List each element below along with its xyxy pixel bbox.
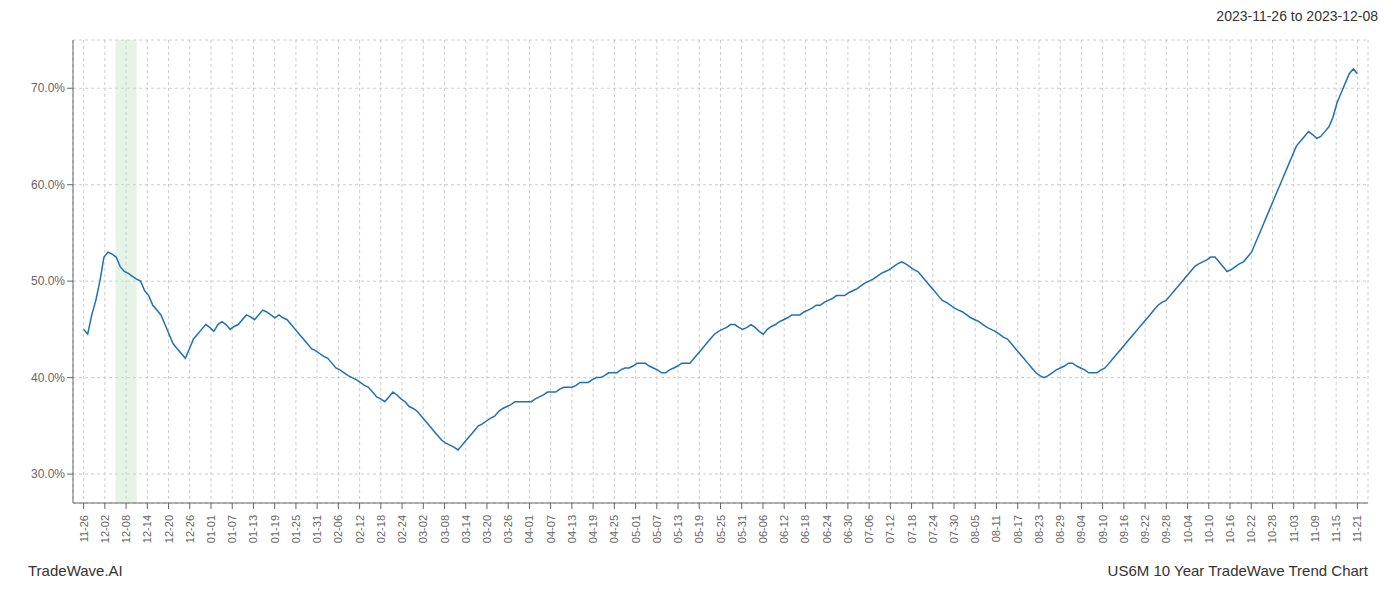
svg-text:05-19: 05-19 [693, 515, 705, 543]
html-text:2023-11-26 to 2023-12-08: 2023-11-26 to 2023-12-08 [1216, 8, 1378, 24]
svg-text:11-15: 11-15 [1330, 515, 1342, 542]
svg-text:04-13: 04-13 [566, 515, 578, 543]
html-text:US6M 10 Year TradeWave Trend C: US6M 10 Year TradeWave Trend Chart [1107, 562, 1368, 579]
svg-text:01-13: 01-13 [247, 515, 259, 543]
svg-text:02-24: 02-24 [396, 515, 408, 543]
svg-text:05-25: 05-25 [715, 515, 727, 543]
svg-text:03-08: 03-08 [439, 515, 451, 543]
svg-text:12-20: 12-20 [163, 515, 175, 543]
svg-text:08-17: 08-17 [1012, 515, 1024, 543]
svg-text:02-18: 02-18 [375, 515, 387, 543]
svg-text:06-12: 06-12 [778, 515, 790, 543]
svg-text:08-23: 08-23 [1033, 515, 1045, 543]
svg-text:03-20: 03-20 [481, 515, 493, 543]
svg-text:09-04: 09-04 [1075, 515, 1087, 543]
svg-text:09-28: 09-28 [1160, 515, 1172, 543]
svg-text:12-08: 12-08 [120, 515, 132, 543]
svg-text:70.0%: 70.0% [31, 81, 65, 95]
svg-text:11-21: 11-21 [1351, 515, 1363, 542]
svg-text:03-26: 03-26 [502, 515, 514, 543]
svg-text:11-09: 11-09 [1309, 515, 1321, 542]
svg-text:09-16: 09-16 [1118, 515, 1130, 543]
svg-text:50.0%: 50.0% [31, 274, 65, 288]
svg-text:03-14: 03-14 [460, 515, 472, 543]
svg-text:06-06: 06-06 [757, 515, 769, 543]
svg-text:10-28: 10-28 [1266, 515, 1278, 543]
svg-text:01-01: 01-01 [205, 515, 217, 543]
svg-text:07-24: 07-24 [927, 515, 939, 543]
svg-text:05-31: 05-31 [736, 515, 748, 543]
svg-text:12-26: 12-26 [184, 515, 196, 543]
svg-text:05-01: 05-01 [630, 515, 642, 543]
svg-text:07-06: 07-06 [863, 515, 875, 543]
svg-text:02-06: 02-06 [332, 515, 344, 543]
svg-text:11-26: 11-26 [78, 515, 90, 542]
svg-text:04-07: 04-07 [545, 515, 557, 543]
svg-text:01-19: 01-19 [269, 515, 281, 543]
svg-text:10-22: 10-22 [1245, 515, 1257, 543]
svg-text:08-05: 08-05 [969, 515, 981, 543]
svg-text:09-22: 09-22 [1139, 515, 1151, 543]
svg-text:40.0%: 40.0% [31, 371, 65, 385]
svg-text:06-18: 06-18 [799, 515, 811, 543]
svg-text:05-07: 05-07 [651, 515, 663, 543]
svg-text:10-10: 10-10 [1203, 515, 1215, 543]
svg-text:07-12: 07-12 [884, 515, 896, 543]
svg-text:08-29: 08-29 [1054, 515, 1066, 543]
svg-text:07-30: 07-30 [948, 515, 960, 543]
svg-text:10-04: 10-04 [1182, 515, 1194, 543]
svg-text:01-07: 01-07 [226, 515, 238, 543]
svg-text:03-02: 03-02 [417, 515, 429, 543]
svg-text:12-02: 12-02 [99, 515, 111, 543]
svg-text:11-03: 11-03 [1288, 515, 1300, 542]
svg-text:30.0%: 30.0% [31, 467, 65, 481]
svg-text:04-01: 04-01 [523, 515, 535, 543]
svg-text:09-10: 09-10 [1097, 515, 1109, 543]
svg-text:04-19: 04-19 [587, 515, 599, 543]
svg-text:05-13: 05-13 [672, 515, 684, 543]
svg-text:12-14: 12-14 [141, 515, 153, 543]
svg-text:10-16: 10-16 [1224, 515, 1236, 543]
svg-text:04-25: 04-25 [608, 515, 620, 543]
svg-text:06-24: 06-24 [821, 515, 833, 543]
svg-text:60.0%: 60.0% [31, 178, 65, 192]
svg-text:02-12: 02-12 [354, 515, 366, 543]
svg-text:06-30: 06-30 [842, 515, 854, 543]
svg-text:08-11: 08-11 [990, 515, 1002, 542]
html-text:TradeWave.AI: TradeWave.AI [28, 562, 123, 579]
svg-text:01-25: 01-25 [290, 515, 302, 543]
svg-text:07-18: 07-18 [906, 515, 918, 543]
svg-text:01-31: 01-31 [311, 515, 323, 543]
